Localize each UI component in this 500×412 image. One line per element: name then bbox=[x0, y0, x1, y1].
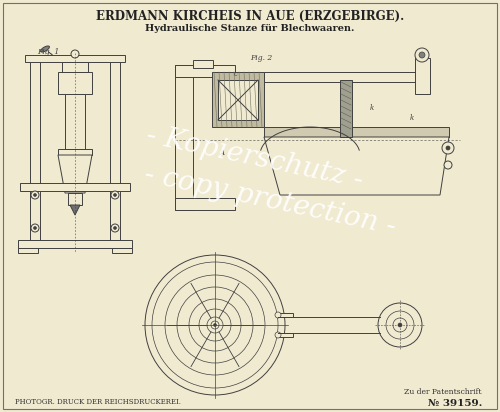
Bar bbox=[112, 248, 132, 253]
Circle shape bbox=[393, 318, 407, 332]
Circle shape bbox=[446, 146, 450, 150]
Circle shape bbox=[165, 275, 265, 375]
Circle shape bbox=[71, 50, 79, 58]
Text: Fig. 2: Fig. 2 bbox=[250, 54, 272, 62]
Circle shape bbox=[34, 194, 36, 197]
Circle shape bbox=[114, 227, 116, 229]
Bar bbox=[58, 72, 92, 94]
Circle shape bbox=[442, 142, 454, 154]
Bar bbox=[65, 94, 85, 149]
Bar bbox=[110, 62, 120, 240]
Circle shape bbox=[214, 323, 216, 326]
Text: ERDMANN KIRCHEIS IN AUE (ERZGEBIRGE).: ERDMANN KIRCHEIS IN AUE (ERZGEBIRGE). bbox=[96, 9, 404, 23]
Circle shape bbox=[275, 332, 281, 338]
Bar bbox=[175, 198, 235, 210]
Bar bbox=[18, 248, 38, 253]
Bar bbox=[20, 183, 130, 191]
Circle shape bbox=[189, 299, 241, 351]
Bar bbox=[264, 127, 449, 137]
Bar bbox=[278, 313, 293, 317]
Bar bbox=[18, 240, 132, 248]
Bar bbox=[415, 58, 430, 94]
Bar bbox=[193, 60, 213, 68]
Circle shape bbox=[419, 52, 425, 58]
Circle shape bbox=[199, 309, 231, 341]
Bar bbox=[25, 55, 125, 62]
Text: - Kopierschutz -: - Kopierschutz - bbox=[144, 122, 366, 194]
Text: c: c bbox=[234, 70, 238, 78]
Ellipse shape bbox=[40, 46, 50, 52]
Bar bbox=[264, 72, 424, 82]
Polygon shape bbox=[70, 205, 80, 215]
Text: Zu der Patentschrift: Zu der Patentschrift bbox=[404, 388, 482, 396]
Circle shape bbox=[378, 303, 422, 347]
Bar bbox=[278, 333, 293, 337]
Circle shape bbox=[275, 312, 281, 318]
Circle shape bbox=[444, 161, 452, 169]
Circle shape bbox=[177, 287, 253, 363]
Circle shape bbox=[111, 224, 119, 232]
Circle shape bbox=[31, 191, 39, 199]
Bar bbox=[340, 80, 352, 137]
Polygon shape bbox=[264, 137, 449, 195]
Bar bbox=[30, 62, 40, 240]
Circle shape bbox=[398, 323, 402, 327]
Circle shape bbox=[207, 317, 223, 333]
Bar bbox=[58, 149, 92, 155]
Circle shape bbox=[211, 321, 219, 329]
Text: PHOTOGR. DRUCK DER REICHSDRUCKEREI.: PHOTOGR. DRUCK DER REICHSDRUCKEREI. bbox=[15, 398, 181, 406]
Circle shape bbox=[111, 191, 119, 199]
Bar bbox=[62, 62, 88, 72]
Bar bbox=[68, 193, 82, 205]
Circle shape bbox=[145, 255, 285, 395]
Text: - copy protection -: - copy protection - bbox=[142, 160, 398, 240]
Text: Fig. 1: Fig. 1 bbox=[37, 48, 60, 56]
Circle shape bbox=[386, 311, 414, 339]
Text: k: k bbox=[370, 104, 374, 112]
Polygon shape bbox=[58, 155, 92, 193]
Text: A: A bbox=[220, 149, 225, 157]
Circle shape bbox=[114, 194, 116, 197]
Circle shape bbox=[415, 48, 429, 62]
Text: Hydraulische Stanze für Blechwaaren.: Hydraulische Stanze für Blechwaaren. bbox=[146, 23, 354, 33]
Text: № 39159.: № 39159. bbox=[428, 398, 482, 407]
Bar bbox=[212, 72, 264, 127]
FancyArrowPatch shape bbox=[48, 52, 53, 55]
Circle shape bbox=[31, 224, 39, 232]
Text: k: k bbox=[410, 114, 414, 122]
Bar bbox=[175, 65, 235, 77]
Bar bbox=[175, 65, 193, 210]
Circle shape bbox=[34, 227, 36, 229]
Bar bbox=[218, 80, 258, 120]
Circle shape bbox=[152, 262, 278, 388]
